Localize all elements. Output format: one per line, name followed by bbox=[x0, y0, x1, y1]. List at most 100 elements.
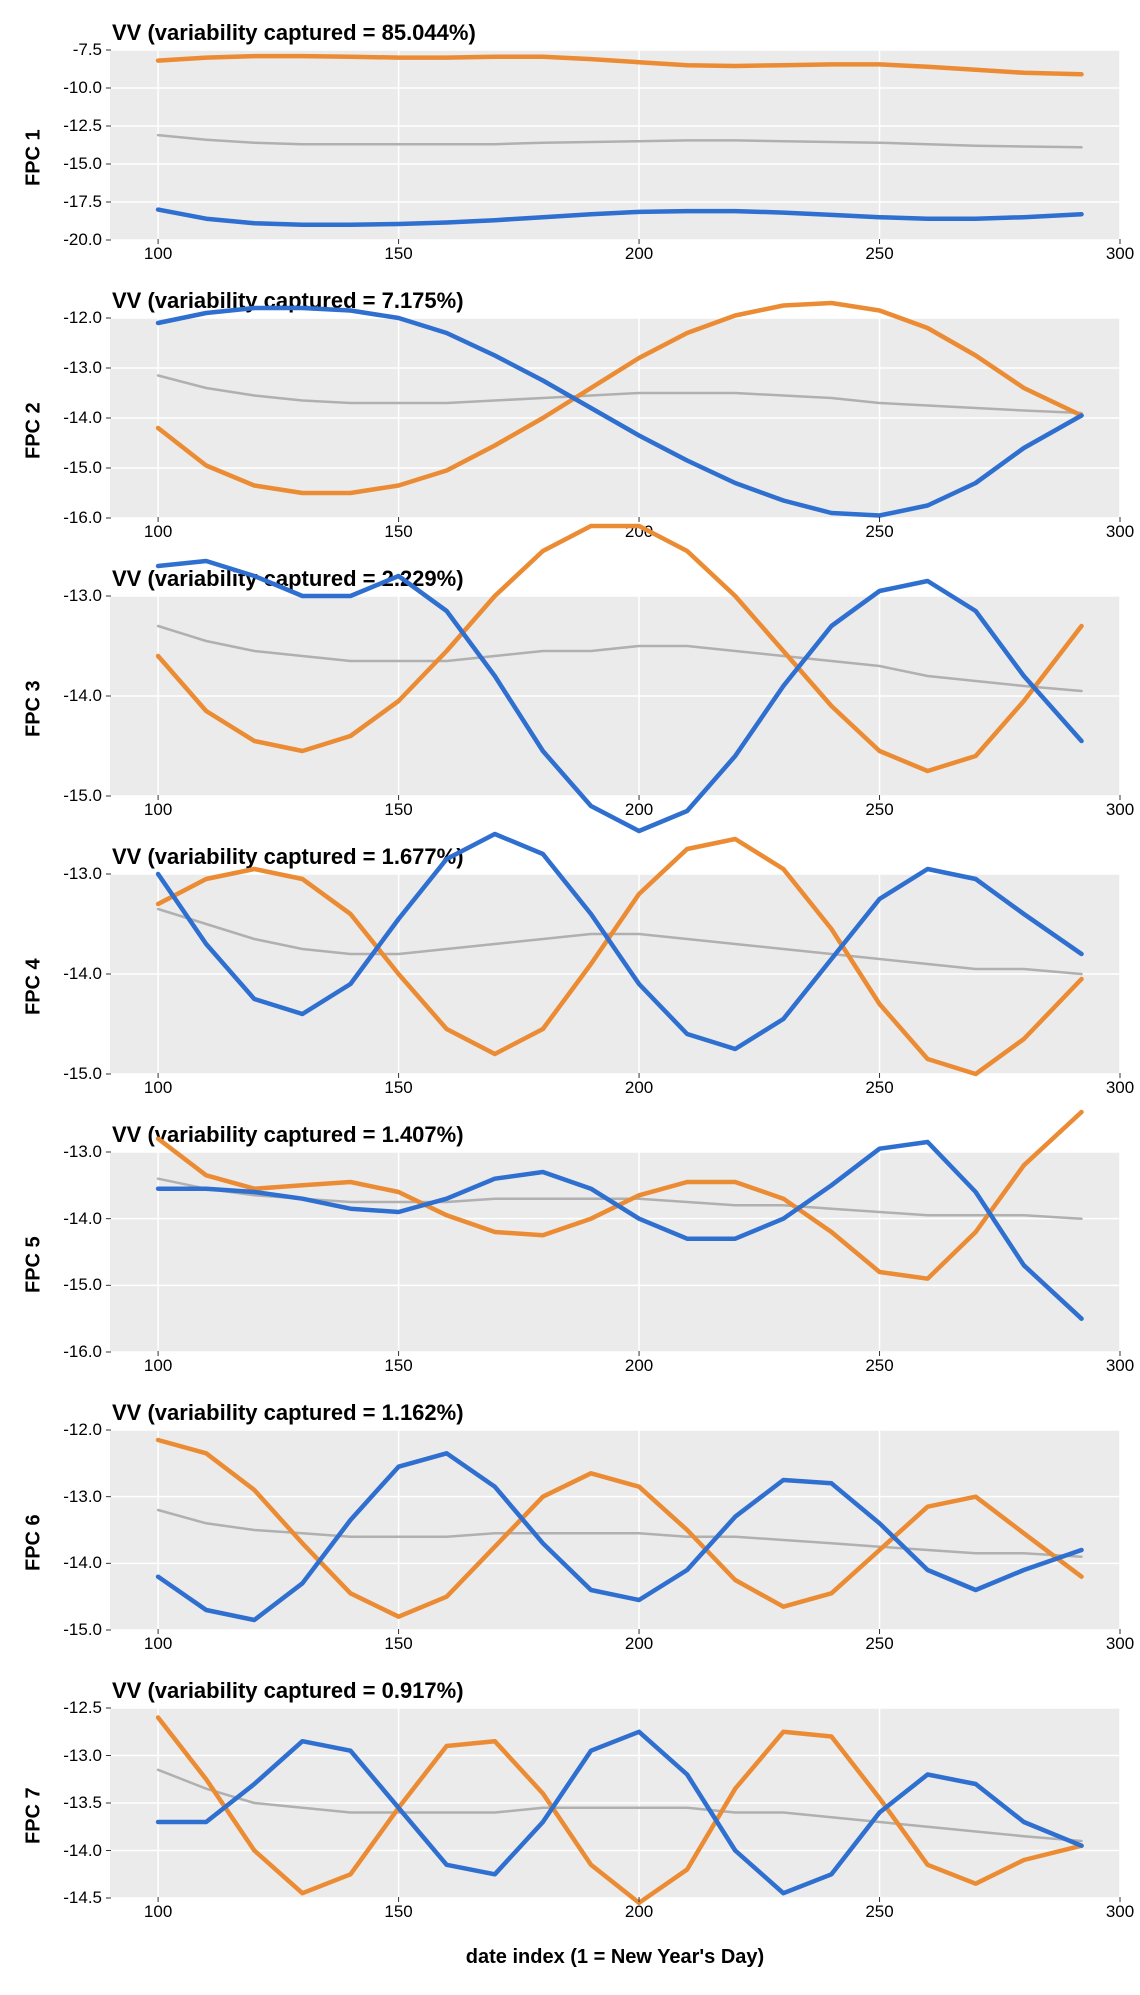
plot-area: 100150200250300 bbox=[110, 50, 1120, 266]
plot-area: 100150200250300 bbox=[110, 1708, 1120, 1924]
x-tick-label: 300 bbox=[1106, 522, 1134, 542]
plot-area: 100150200250300 bbox=[110, 1430, 1120, 1656]
x-tick-label: 300 bbox=[1106, 1902, 1134, 1922]
x-tick-label: 100 bbox=[144, 1634, 172, 1654]
panel-title: VV (variability captured = 85.044%) bbox=[112, 20, 1120, 46]
y-tick-label: -14.0 bbox=[63, 1841, 102, 1861]
x-axis: 100150200250300 bbox=[110, 1630, 1120, 1656]
y-tick-label: -12.0 bbox=[63, 308, 102, 328]
y-tick-label: -14.0 bbox=[63, 686, 102, 706]
y-tick-label: -14.0 bbox=[63, 964, 102, 984]
y-tick-label: -13.0 bbox=[63, 1142, 102, 1162]
x-axis-label: date index (1 = New Year's Day) bbox=[110, 1946, 1120, 1969]
y-axis: -12.0-13.0-14.0-15.0-16.0 bbox=[48, 318, 110, 518]
y-axis-label: FPC 7 bbox=[20, 1708, 48, 1924]
y-axis: -12.0-13.0-14.0-15.0 bbox=[48, 1430, 110, 1630]
x-tick-label: 150 bbox=[384, 244, 412, 264]
x-axis: 100150200250300 bbox=[110, 796, 1120, 822]
y-tick-label: -17.5 bbox=[63, 192, 102, 212]
series-gray bbox=[158, 626, 1081, 691]
x-tick-label: 200 bbox=[625, 1356, 653, 1376]
y-tick-label: -12.5 bbox=[63, 1698, 102, 1718]
x-axis: 100150200250300 bbox=[110, 1898, 1120, 1924]
panel-title: VV (variability captured = 0.917%) bbox=[112, 1678, 1120, 1704]
y-tick-label: -14.0 bbox=[63, 408, 102, 428]
y-tick-label: -13.0 bbox=[63, 1487, 102, 1507]
panel-fpc1: VV (variability captured = 85.044%) FPC 1… bbox=[20, 20, 1120, 266]
series-gray bbox=[158, 135, 1081, 147]
fpc-figure: VV (variability captured = 85.044%) FPC 1… bbox=[20, 20, 1120, 1969]
y-axis-label: FPC 1 bbox=[20, 50, 48, 266]
y-axis: -13.0-14.0-15.0 bbox=[48, 596, 110, 796]
x-tick-label: 250 bbox=[865, 1634, 893, 1654]
y-tick-label: -20.0 bbox=[63, 230, 102, 250]
y-axis-label: FPC 2 bbox=[20, 318, 48, 544]
x-tick-label: 300 bbox=[1106, 1356, 1134, 1376]
x-axis: 100150200250300 bbox=[110, 518, 1120, 544]
x-tick-label: 250 bbox=[865, 522, 893, 542]
x-axis: 100150200250300 bbox=[110, 1074, 1120, 1100]
y-tick-label: -15.0 bbox=[63, 458, 102, 478]
x-tick-label: 150 bbox=[384, 1902, 412, 1922]
plot-area: 100150200250300 bbox=[110, 874, 1120, 1100]
x-tick-label: 250 bbox=[865, 800, 893, 820]
y-tick-label: -16.0 bbox=[63, 508, 102, 528]
y-tick-label: -13.0 bbox=[63, 864, 102, 884]
y-tick-label: -15.0 bbox=[63, 1620, 102, 1640]
plot-area: 100150200250300 bbox=[110, 596, 1120, 822]
x-axis: 100150200250300 bbox=[110, 240, 1120, 266]
panel-fpc4: VV (variability captured = 1.677%) FPC 4-… bbox=[20, 844, 1120, 1100]
y-axis-label: FPC 3 bbox=[20, 596, 48, 822]
panel-fpc3: VV (variability captured = 2.229%)FPC 3-… bbox=[20, 566, 1120, 822]
y-tick-label: -7.5 bbox=[73, 40, 102, 60]
plot-area: 100150200250300 bbox=[110, 318, 1120, 544]
y-axis: -12.5-13.0-13.5-14.0-14.5 bbox=[48, 1708, 110, 1898]
series-orange bbox=[158, 303, 1081, 493]
panel-title: VV (variability captured = 1.677%) bbox=[112, 844, 1120, 870]
y-tick-label: -16.0 bbox=[63, 1342, 102, 1362]
x-tick-label: 150 bbox=[384, 1634, 412, 1654]
series-gray bbox=[158, 1510, 1081, 1557]
y-tick-label: -13.0 bbox=[63, 586, 102, 606]
x-tick-label: 200 bbox=[625, 1078, 653, 1098]
y-axis: -13.0-14.0-15.0 bbox=[48, 874, 110, 1074]
y-axis-label: FPC 6 bbox=[20, 1430, 48, 1656]
plot-area: 100150200250300 bbox=[110, 1152, 1120, 1378]
y-tick-label: -15.0 bbox=[63, 786, 102, 806]
y-tick-label: -12.5 bbox=[63, 116, 102, 136]
y-tick-label: -14.0 bbox=[63, 1209, 102, 1229]
x-tick-label: 300 bbox=[1106, 800, 1134, 820]
y-tick-label: -15.0 bbox=[63, 1275, 102, 1295]
panel-fpc2: VV (variability captured = 7.175%)FPC 2-… bbox=[20, 288, 1120, 544]
y-axis: -13.0-14.0-15.0-16.0 bbox=[48, 1152, 110, 1352]
x-tick-label: 150 bbox=[384, 800, 412, 820]
x-tick-label: 150 bbox=[384, 522, 412, 542]
y-tick-label: -13.5 bbox=[63, 1793, 102, 1813]
x-tick-label: 200 bbox=[625, 800, 653, 820]
x-tick-label: 100 bbox=[144, 1902, 172, 1922]
x-axis: 100150200250300 bbox=[110, 1352, 1120, 1378]
panel-title: VV (variability captured = 1.407%) bbox=[112, 1122, 1120, 1148]
panel-fpc7: VV (variability captured = 0.917%) FPC 7-… bbox=[20, 1678, 1120, 1924]
y-tick-label: -13.0 bbox=[63, 1746, 102, 1766]
y-tick-label: -15.0 bbox=[63, 154, 102, 174]
y-axis: -7.5-10.0-12.5-15.0-17.5-20.0 bbox=[48, 50, 110, 240]
panel-title: VV (variability captured = 1.162%) bbox=[112, 1400, 1120, 1426]
x-tick-label: 100 bbox=[144, 800, 172, 820]
x-tick-label: 300 bbox=[1106, 244, 1134, 264]
y-axis-label: FPC 4 bbox=[20, 874, 48, 1100]
y-tick-label: -15.0 bbox=[63, 1064, 102, 1084]
x-tick-label: 150 bbox=[384, 1356, 412, 1376]
x-tick-label: 200 bbox=[625, 1634, 653, 1654]
x-tick-label: 200 bbox=[625, 1902, 653, 1922]
series-blue bbox=[158, 1142, 1081, 1319]
x-tick-label: 200 bbox=[625, 244, 653, 264]
y-tick-label: -12.0 bbox=[63, 1420, 102, 1440]
panel-fpc6: VV (variability captured = 1.162%) FPC 6-… bbox=[20, 1400, 1120, 1656]
x-tick-label: 300 bbox=[1106, 1078, 1134, 1098]
y-tick-label: -13.0 bbox=[63, 358, 102, 378]
x-tick-label: 250 bbox=[865, 1078, 893, 1098]
series-blue bbox=[158, 210, 1081, 225]
y-tick-label: -10.0 bbox=[63, 78, 102, 98]
y-tick-label: -14.5 bbox=[63, 1888, 102, 1908]
